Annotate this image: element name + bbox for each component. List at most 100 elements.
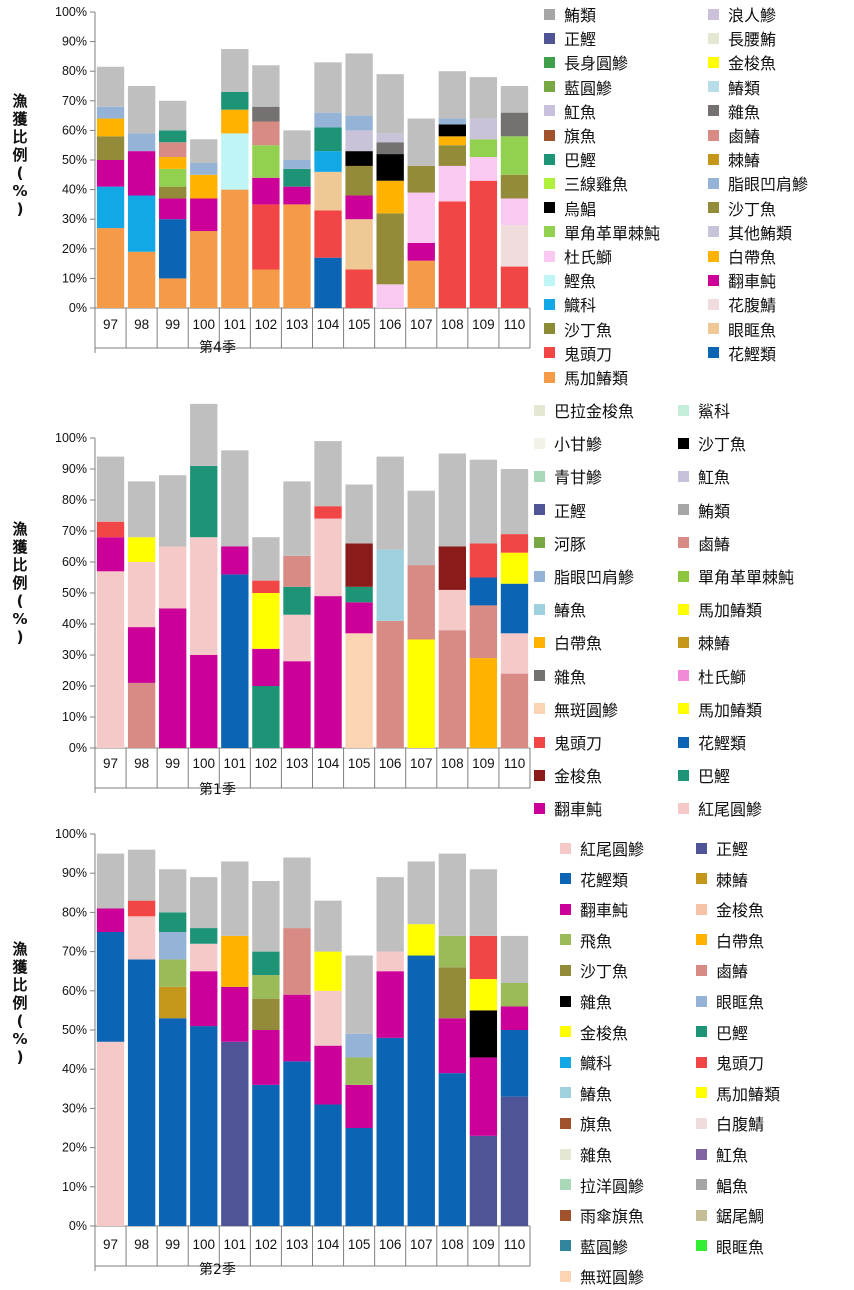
y-tick-label: 100% <box>55 827 87 841</box>
x-tick-label: 100 <box>192 1237 215 1252</box>
legend-item: 雜魚 <box>560 991 612 1012</box>
bar-segment <box>159 912 187 932</box>
legend-item: 金梭魚 <box>708 52 776 73</box>
legend-swatch <box>534 670 545 682</box>
x-tick-label: 100 <box>192 756 215 771</box>
x-tick-label: 98 <box>134 1237 149 1252</box>
bar-segment <box>96 521 125 538</box>
legend-item: 白帶魚 <box>708 246 776 267</box>
legend-item: 花鰹類 <box>708 343 777 364</box>
x-tick-label: 103 <box>286 1237 309 1252</box>
legend-label: 長腰鮪 <box>728 30 777 50</box>
bar-segment <box>438 201 466 308</box>
legend-label: 鯧魚 <box>716 1176 749 1196</box>
legend-label: 浪人鰺 <box>728 6 777 25</box>
y-tick-label: 30% <box>62 212 87 226</box>
bar-segment <box>159 186 187 199</box>
bar-segment <box>159 1018 187 1226</box>
legend-item: 花鰹類 <box>678 732 746 753</box>
legend-swatch <box>544 250 555 262</box>
bar-segment <box>283 586 311 615</box>
legend-label: 鬼頭刀 <box>554 734 603 753</box>
bar-segment <box>314 1045 342 1105</box>
legend-item: 烏鯧 <box>544 198 597 219</box>
bar-segment <box>407 639 435 748</box>
legend-item: 白帶魚 <box>534 632 603 654</box>
y-tick-label: 0% <box>69 741 87 755</box>
legend-label: 鹵鰆 <box>698 534 731 554</box>
bar-segment <box>127 481 156 538</box>
legend-swatch <box>696 934 707 946</box>
legend-swatch <box>708 274 719 286</box>
bar-segment <box>438 1018 466 1074</box>
bar-segment <box>221 574 249 748</box>
bar-segment <box>159 546 187 609</box>
legend-label: 單角革單棘魨 <box>698 568 795 587</box>
legend-item: 單角革單棘魨 <box>544 222 661 243</box>
bar-segment <box>407 165 435 193</box>
y-tick-label: 90% <box>62 866 87 880</box>
bar-segment <box>469 180 498 308</box>
y-tick-label: 60% <box>62 555 87 569</box>
bar-segment <box>221 49 249 92</box>
x-tick-label: 108 <box>441 1237 464 1252</box>
bar-segment <box>469 577 498 606</box>
legend-label: 藍圓鰺 <box>580 1237 629 1257</box>
bar-segment <box>190 198 218 232</box>
bar-segment <box>314 1104 342 1226</box>
y-tick-label: 10% <box>62 710 87 724</box>
x-tick-label: 107 <box>410 1237 433 1252</box>
bar-segment <box>221 546 249 575</box>
bar-segment <box>314 171 342 211</box>
legend-label: 沙丁魚 <box>564 320 613 340</box>
bar-segment <box>345 219 373 270</box>
bar-segment <box>345 1128 373 1226</box>
bar-segment <box>500 673 529 748</box>
bar-segment <box>190 231 218 308</box>
bar-segment <box>190 403 218 466</box>
bar-segment <box>345 53 373 116</box>
legend-swatch <box>708 8 719 20</box>
bar-segment <box>314 62 342 113</box>
legend-label: 沙丁魚 <box>728 199 777 219</box>
bar-segment <box>252 65 280 107</box>
legend-label: 棘鰆 <box>698 634 731 654</box>
legend-item: 沙丁魚 <box>708 198 777 219</box>
legend-item: 鰆魚 <box>534 599 586 620</box>
season-title: 第4季 <box>199 339 236 356</box>
legend-item: 青甘鰺 <box>534 466 602 487</box>
bar-segment <box>252 145 280 178</box>
legend-swatch <box>708 153 719 165</box>
bar-segment <box>96 136 125 160</box>
legend-item: 棘鰆 <box>696 869 748 890</box>
legend-label: 烏鯧 <box>564 199 597 219</box>
bar-segment <box>500 136 529 175</box>
bar-segment <box>314 596 342 748</box>
bar-segment <box>469 459 498 544</box>
legend-swatch <box>560 934 571 946</box>
bar-segment <box>190 139 218 163</box>
bar-segment <box>469 77 498 119</box>
legend-label: 杜氏鰤 <box>698 667 747 687</box>
bar-segment <box>96 160 125 187</box>
y-tick-label: 10% <box>62 1180 87 1194</box>
bar-segment <box>96 853 125 909</box>
legend-label: 白帶魚 <box>554 634 603 654</box>
y-tick-label: 80% <box>62 493 87 507</box>
x-tick-label: 103 <box>286 756 309 771</box>
legend-label: 單角革單棘魨 <box>564 223 661 243</box>
legend-label: 鹵鰆 <box>716 962 749 982</box>
legend-swatch <box>534 736 545 748</box>
legend-swatch <box>696 964 707 976</box>
legend-swatch <box>544 8 555 20</box>
legend-item: 單角革單棘魨 <box>678 566 795 587</box>
legend-swatch <box>678 703 689 715</box>
bar-segment <box>190 655 218 748</box>
legend-label: 花鰹類 <box>728 344 777 364</box>
bar-segment <box>469 157 498 181</box>
x-tick-label: 99 <box>165 1237 180 1252</box>
legend-swatch <box>534 636 545 648</box>
legend-item: 浪人鰺 <box>708 4 777 25</box>
x-tick-label: 97 <box>103 756 118 771</box>
legend-swatch <box>696 1148 707 1160</box>
